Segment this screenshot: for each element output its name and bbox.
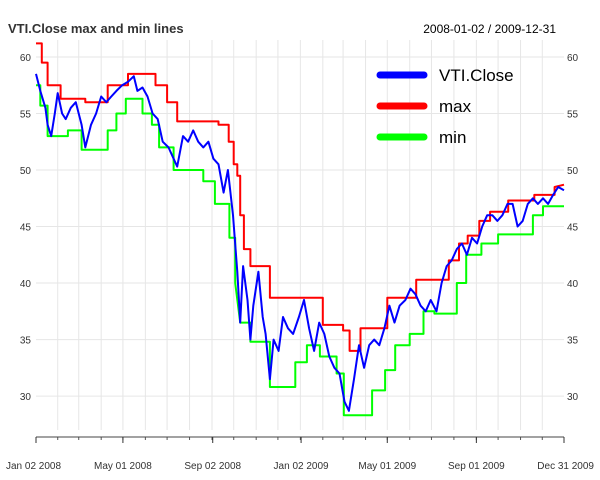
y-tick-label-left: 35: [20, 336, 32, 347]
y-tick-label-right: 45: [567, 223, 579, 234]
y-axis-left: 30 35 40 45 50 55 60: [20, 53, 32, 403]
y-tick-label-right: 60: [567, 53, 579, 64]
x-tick-label: May 01 2008: [94, 461, 152, 472]
x-axis: Jan 02 2008 May 01 2008 Sep 02 2008 Jan 02 …: [6, 436, 594, 472]
x-tick-label: Sep 01 2009: [448, 461, 505, 472]
y-tick-label-right: 35: [567, 336, 579, 347]
chart-title: VTI.Close max and min lines: [8, 21, 184, 36]
legend-label-max: max: [439, 97, 472, 116]
y-tick-label-left: 55: [20, 109, 32, 120]
series-line-vti-close: [35, 73, 565, 412]
y-tick-label-left: 45: [20, 223, 32, 234]
series-line-max: [36, 42, 565, 352]
series-lines: [35, 42, 565, 417]
y-tick-label-right: 50: [567, 166, 579, 177]
y-tick-label-right: 30: [567, 392, 579, 403]
legend-label-vti-close: VTI.Close: [439, 66, 514, 85]
x-tick-label: Jan 02 2009: [274, 461, 329, 472]
y-tick-label-left: 40: [20, 279, 32, 290]
x-tick-label: May 01 2009: [358, 461, 416, 472]
legend-label-min: min: [439, 128, 466, 147]
gridlines: [36, 40, 564, 430]
x-tick-label: Jan 02 2008: [6, 461, 61, 472]
series-line-min: [36, 84, 564, 417]
y-tick-label-left: 50: [20, 166, 32, 177]
y-tick-label-left: 60: [20, 53, 32, 64]
y-tick-label-left: 30: [20, 392, 32, 403]
legend: VTI.Close max min: [376, 66, 514, 147]
x-tick-label: Dec 31 2009: [537, 461, 594, 472]
y-tick-label-right: 40: [567, 279, 579, 290]
y-tick-label-right: 55: [567, 109, 579, 120]
x-tick-label: Sep 02 2008: [184, 461, 241, 472]
y-axis-right: 30 35 40 45 50 55 60: [567, 53, 579, 403]
date-range: 2008-01-02 / 2009-12-31: [423, 22, 556, 36]
